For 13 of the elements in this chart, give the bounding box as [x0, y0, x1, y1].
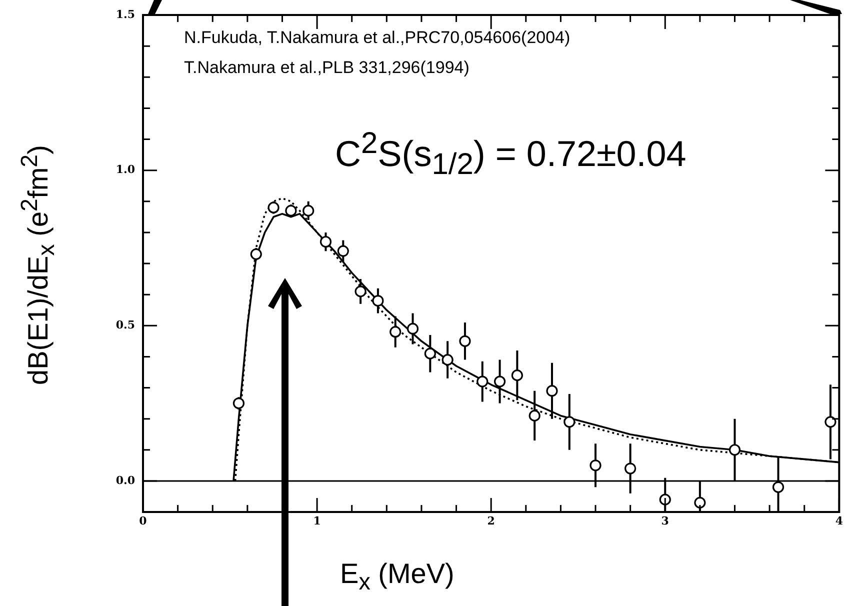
annotation: N.Fukuda, T.Nakamura et al.,PRC70,054606(2004): [184, 28, 570, 48]
x-tick-label: 2: [487, 514, 495, 528]
annotation: C$^{2}$S(s$_{1/2}$) = 0.72±0.04: [335, 127, 686, 182]
y-tick-label: 1.5: [116, 8, 135, 21]
y-tick-label: 1.0: [116, 163, 136, 176]
y-tick-label: 0.0: [116, 474, 136, 487]
x-tick-label: 4: [835, 514, 844, 528]
x-tick-label: 3: [661, 514, 669, 528]
x-axis-title: E$_{x}$ (MeV): [340, 558, 454, 596]
x-tick-label: 0: [139, 514, 148, 528]
annotation: T.Nakamura et al.,PLB 331,296(1994): [184, 58, 470, 78]
x-tick-label: 1: [313, 514, 321, 528]
y-tick-label: 0.5: [116, 318, 135, 332]
